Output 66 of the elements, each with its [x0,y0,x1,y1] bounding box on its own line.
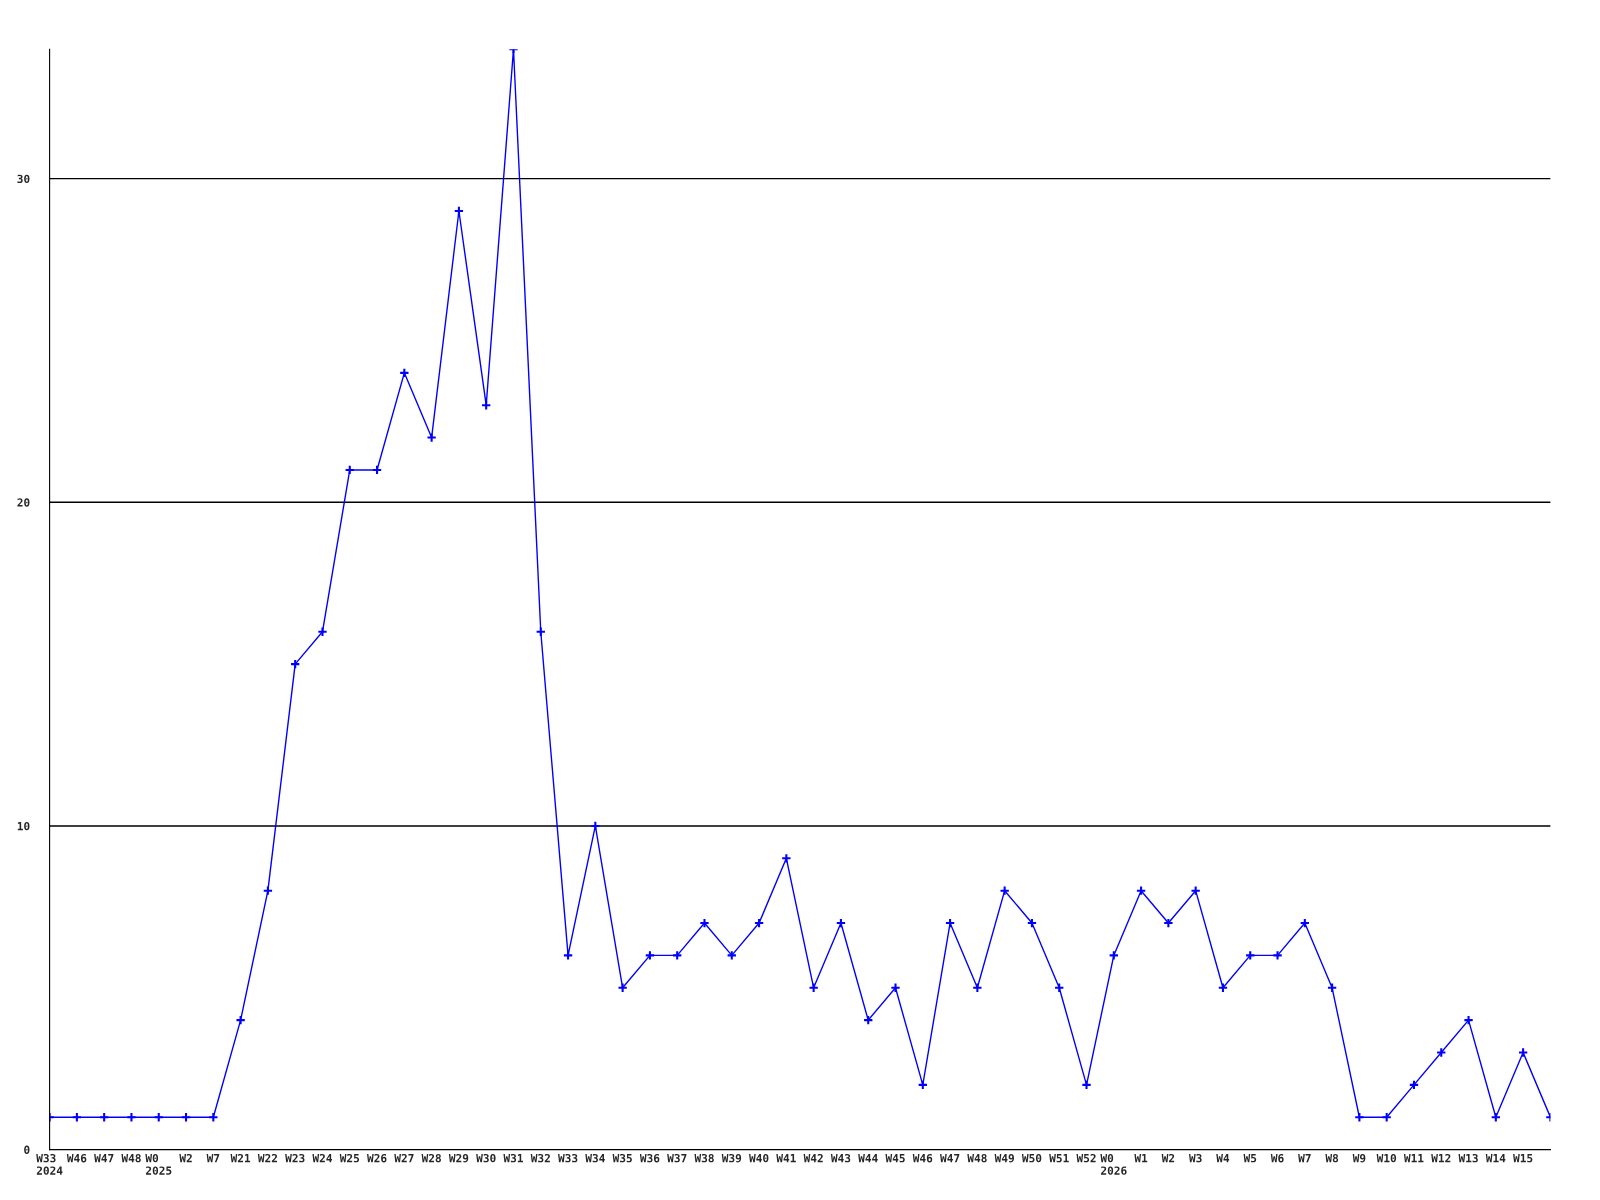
x-tick-label: W40 [749,1153,769,1163]
x-tick-label: W3 [1188,1153,1202,1163]
x-tick-label: W25 [339,1153,360,1163]
x-tick-label: W33 2024 [36,1153,63,1175]
x-tick-label: W52 [1076,1153,1096,1163]
x-tick-label: W32 [530,1153,550,1163]
x-tick-label: W49 [994,1154,1014,1163]
x-tick-label: W47 [940,1154,960,1163]
x-tick-label: W9 [1352,1154,1366,1163]
x-tick-label: W12 [1431,1153,1451,1163]
x-tick-label: W7 [1298,1154,1311,1163]
point [426,432,437,443]
x-tick-label: W27 [394,1153,414,1163]
x-tick-label: W46 [66,1153,87,1163]
x-tick-label: W33 [558,1153,578,1163]
x-tick-label: W43 [830,1153,851,1163]
x-tick-label: W2 [179,1153,192,1163]
x-tick-label: W35 [612,1153,632,1163]
x-tick-label: W7 [206,1154,220,1163]
x-tick-label: W31 [503,1153,523,1163]
x-tick-label: W34 [585,1153,605,1163]
point [1517,1047,1529,1058]
point [126,1112,137,1123]
x-tick-label: W38 [694,1153,714,1163]
x-tick-label: W11 [1403,1154,1424,1163]
y-tick-label: 30 [17,174,30,184]
point [1436,1047,1447,1058]
y-tick-label: 0 [24,1145,30,1154]
x-tick-label: W39 [721,1153,742,1163]
point [317,626,328,637]
x-tick-label: W28 [421,1153,441,1163]
x-tick-label: W21 [230,1153,251,1163]
x-tick-label: W50 [1021,1153,1042,1163]
x-tick-label: W2 [1161,1153,1175,1163]
x-tick-label: W44 [858,1154,878,1163]
x-tick-label: W24 [312,1153,333,1163]
x-tick-label: W36 [639,1153,660,1163]
x-tick-label: W46 [912,1153,933,1163]
x-tick-label: W37 [667,1153,687,1163]
point [890,982,901,993]
x-tick-label: W23 [285,1153,305,1163]
x-tick-label: W8 [1325,1153,1339,1163]
x-tick-label: W48 [121,1153,141,1163]
x-tick-label: W41 [776,1154,796,1163]
x-tick-label: W15 [1513,1154,1533,1163]
x-tick-label: W45 [885,1154,905,1163]
y-tick-label: 10 [17,821,30,831]
x-tick-label: W6 [1270,1153,1284,1163]
x-tick-label: W29 [448,1153,469,1163]
x-tick-label: W10 [1376,1153,1397,1163]
x-tick-label: W51 [1049,1154,1069,1163]
x-tick-label: W4 [1216,1154,1230,1163]
x-tick-label: W26 [367,1153,387,1163]
point [1272,950,1283,961]
x-tick-label: W22 [257,1153,278,1163]
x-tick-label: W30 [476,1153,496,1163]
x-tick-label: W0 2026 [1100,1153,1127,1175]
x-tick-label: W0 2025 [145,1153,172,1175]
x-tick-label: W13 [1458,1153,1478,1163]
x-tick-label: W47 [94,1154,114,1163]
x-tick-label: W48 [967,1153,987,1163]
x-tick-label: W5 [1243,1154,1257,1163]
x-tick-label: W1 [1134,1154,1148,1163]
x-tick-label: W42 [803,1153,823,1163]
y-tick-label: 20 [17,498,30,507]
x-tick-label: W14 [1485,1154,1506,1163]
